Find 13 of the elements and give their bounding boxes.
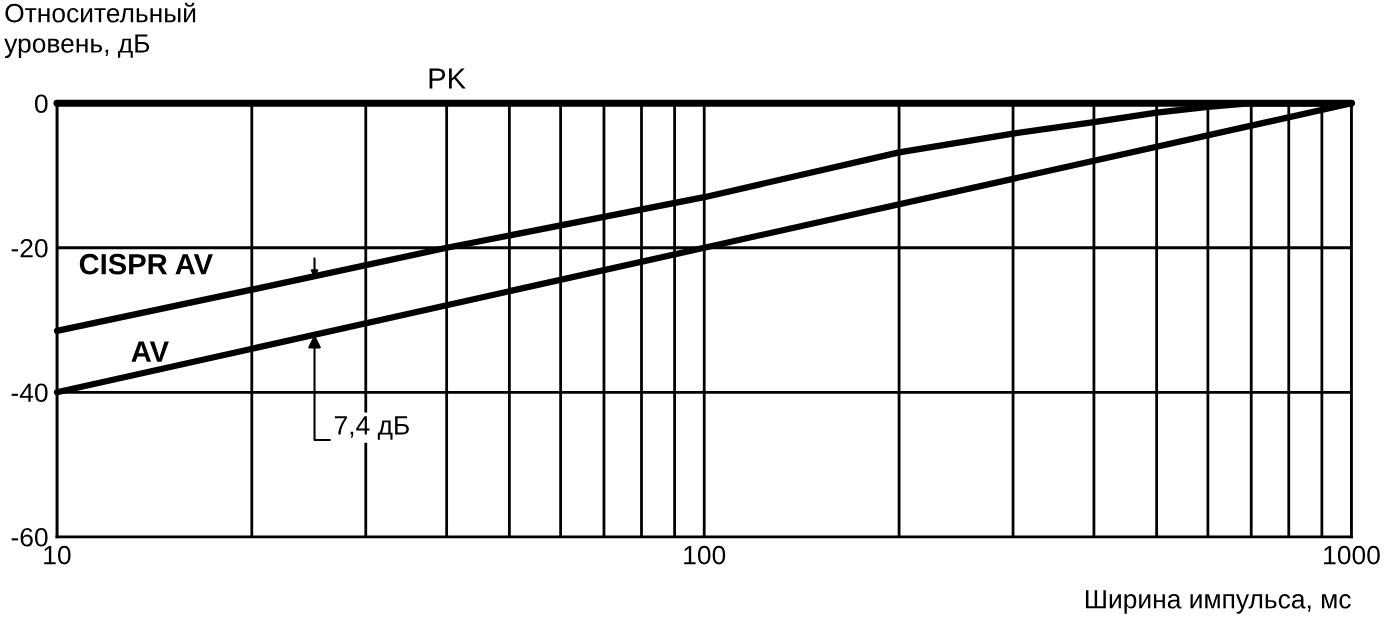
- x-tick-label: 10: [44, 545, 71, 565]
- x-tick-label: 100: [684, 545, 726, 565]
- x-tick-label: 1000: [1324, 545, 1380, 565]
- x-axis-title: Ширина импульса, мс: [1085, 590, 1351, 614]
- y-tick-label: -40: [11, 383, 48, 403]
- y-tick-label: -60: [11, 527, 48, 547]
- series-label: PK: [429, 68, 466, 89]
- y-axis-title: Относительный уровень, дБ: [4, 2, 196, 59]
- series-label: CISPR AV: [79, 253, 213, 275]
- y-tick-label: 0: [34, 94, 48, 114]
- y-tick-label: -20: [11, 238, 48, 258]
- annotation: 7,4 дБ: [334, 416, 409, 440]
- series-label: AV: [131, 341, 169, 362]
